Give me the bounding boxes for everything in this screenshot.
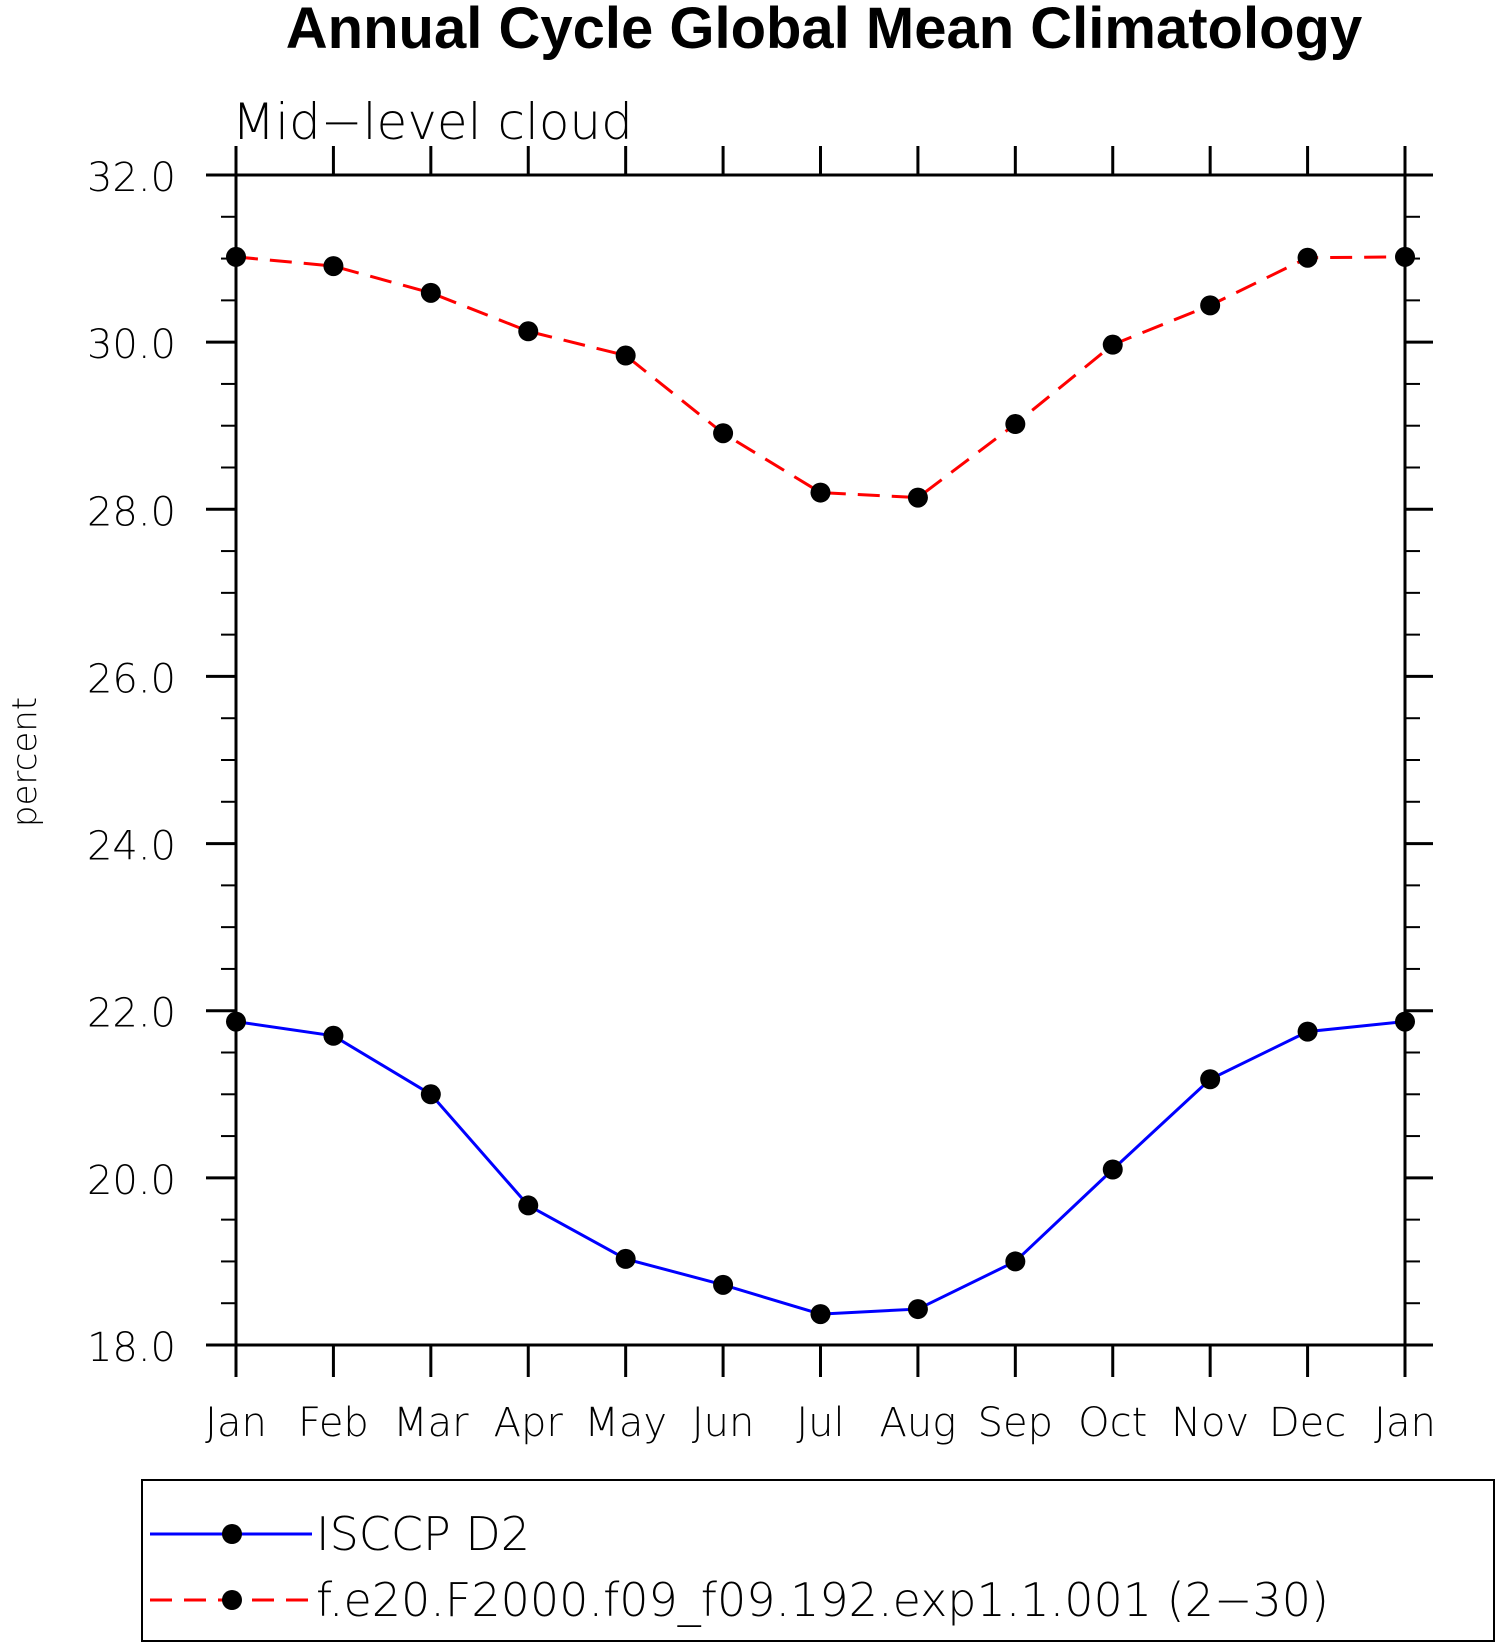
x-tick-label: Feb xyxy=(298,1400,369,1446)
x-tick-label: May xyxy=(584,1400,667,1446)
data-point xyxy=(323,256,344,277)
plot-frame xyxy=(234,173,1407,1347)
tick-labels: Jan Feb Mar Apr May Jun Jul Aug Sep Oct Nov Dec Jan 1… xyxy=(87,155,1436,1446)
x-tick-label: Oct xyxy=(1078,1400,1147,1446)
data-point xyxy=(615,345,636,366)
y-tick-label: 30.0 xyxy=(87,322,176,368)
x-tick-label: Nov xyxy=(1171,1400,1249,1446)
legend-entries: ISCCP D2 f.e20.F2000.f09_f09.192.exp1.1.0… xyxy=(150,1507,1329,1627)
legend-label: ISCCP D2 xyxy=(316,1507,530,1561)
data-point xyxy=(615,1248,636,1269)
data-point xyxy=(420,282,441,303)
data-point xyxy=(518,1195,539,1216)
data-point xyxy=(713,1274,734,1295)
x-tick-label: Aug xyxy=(880,1400,957,1446)
chart-title: Annual Cycle Global Mean Climatology xyxy=(286,0,1362,61)
x-tick-label: Mar xyxy=(393,1400,469,1446)
data-point xyxy=(1200,295,1221,316)
data-point xyxy=(810,1304,831,1325)
data-point xyxy=(226,246,246,267)
legend-marker xyxy=(222,1590,242,1610)
data-point xyxy=(518,321,539,342)
y-tick-label: 32.0 xyxy=(87,155,176,201)
legend-marker xyxy=(222,1524,242,1544)
data-point xyxy=(323,1025,344,1046)
data-point xyxy=(1200,1069,1221,1090)
data-point xyxy=(907,487,928,508)
data-point xyxy=(1297,247,1318,268)
series-markers xyxy=(226,246,1415,1325)
legend: ISCCP D2 f.e20.F2000.f09_f09.192.exp1.1.0… xyxy=(141,1479,1495,1642)
y-tick-label: 20.0 xyxy=(87,1158,176,1204)
x-tick-label: Dec xyxy=(1269,1400,1346,1446)
data-point xyxy=(1005,1251,1026,1272)
x-tick-label: Jul xyxy=(796,1400,844,1446)
data-point xyxy=(1297,1021,1318,1042)
x-tick-label: Jan xyxy=(1374,1400,1436,1446)
y-tick-label: 24.0 xyxy=(87,824,176,870)
y-tick-label: 22.0 xyxy=(87,991,176,1037)
legend-label: f.e20.F2000.f09_f09.192.exp1.1.001 (2−30… xyxy=(316,1573,1329,1627)
chart-subtitle: Mid−level cloud xyxy=(232,93,633,151)
data-point xyxy=(1005,414,1026,435)
data-point xyxy=(420,1084,441,1105)
data-point xyxy=(1102,334,1123,355)
data-point xyxy=(226,1011,246,1032)
axis-ticks xyxy=(206,146,1433,1377)
data-point xyxy=(713,423,734,444)
y-tick-label: 26.0 xyxy=(87,656,176,702)
data-point xyxy=(1395,246,1415,267)
y-tick-label: 28.0 xyxy=(87,489,176,535)
data-point xyxy=(1395,1011,1415,1032)
series-line xyxy=(235,255,1406,500)
x-tick-label: Jan xyxy=(205,1400,267,1446)
data-point xyxy=(810,482,831,503)
data-point xyxy=(907,1299,928,1320)
x-tick-label: Sep xyxy=(978,1400,1053,1446)
y-axis-label: percent xyxy=(5,697,45,827)
legend-box xyxy=(141,1479,1495,1642)
series-line xyxy=(235,1020,1406,1316)
y-tick-label: 18.0 xyxy=(87,1325,176,1371)
series-lines xyxy=(235,255,1406,1316)
data-point xyxy=(1102,1159,1123,1180)
x-tick-label: Apr xyxy=(494,1400,564,1446)
x-tick-label: Jun xyxy=(692,1400,755,1446)
